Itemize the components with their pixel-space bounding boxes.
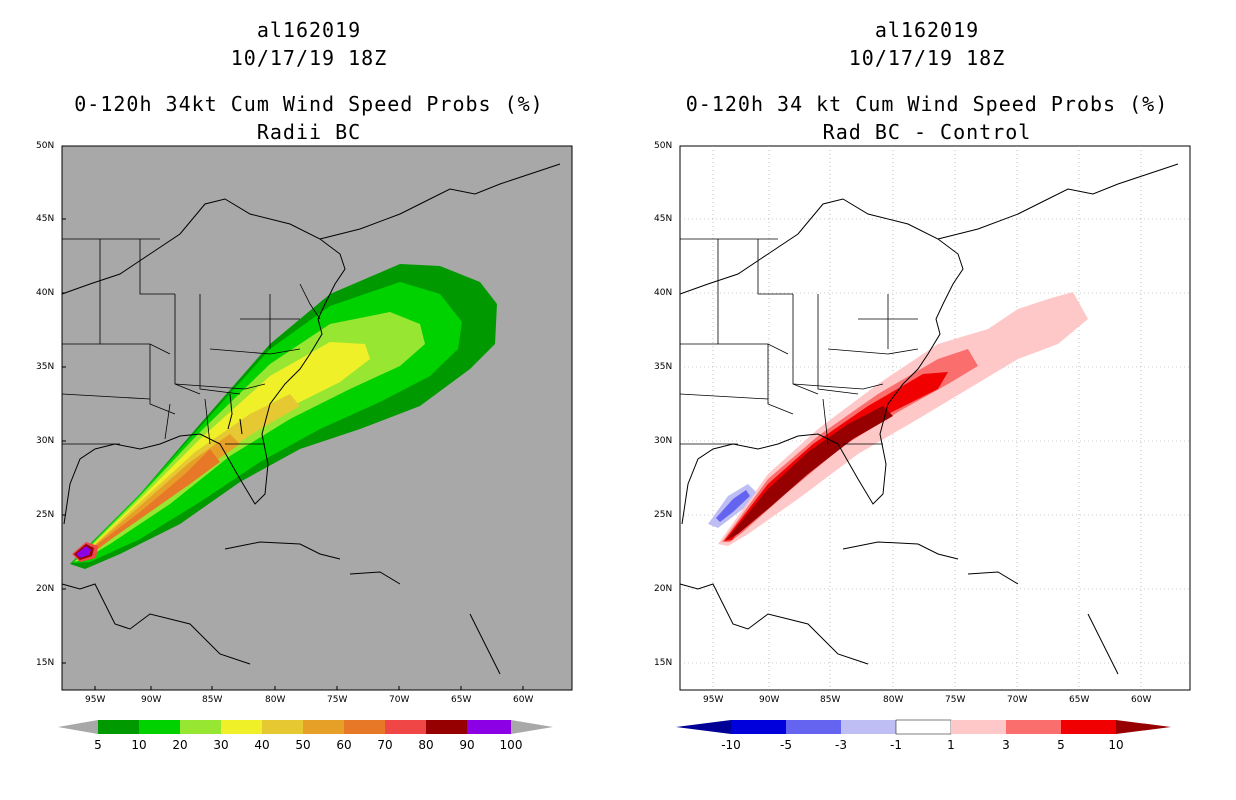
swath-100 (76, 546, 91, 558)
colorbar-label: 70 (377, 738, 393, 752)
lat-label-40n: 40N (36, 288, 55, 298)
right-panel: al162019 10/17/19 18Z 0-120h 34 kt Cum W… (618, 0, 1236, 800)
coastlines (679, 163, 1179, 675)
colorbar-label: -3 (835, 738, 847, 752)
colorbar-seg-1 (139, 720, 180, 734)
plot-title: 0-120h 34 kt Cum Wind Speed Probs (%) (685, 92, 1169, 116)
lon-label-85w: 85W (202, 695, 223, 705)
colorbar-seg-4 (262, 720, 303, 734)
lon-label-80w: 80W (883, 695, 904, 705)
plot-subtitle: Rad BC - Control (822, 120, 1032, 144)
lon-label-75w: 75W (945, 695, 966, 705)
left-panel: al162019 10/17/19 18Z 0-120h 34kt Cum Wi… (36, 18, 573, 752)
lat-label-45n: 45N (36, 214, 55, 224)
colorbar (676, 719, 1171, 735)
colorbar-seg-9 (467, 720, 511, 734)
colorbar-label: 1 (947, 738, 955, 752)
colorbar (58, 720, 553, 734)
lon-label-60w: 60W (1131, 695, 1152, 705)
colorbar-seg-4 (951, 720, 1006, 734)
state-borders (61, 238, 321, 445)
probability-map (61, 145, 573, 691)
colorbar-label: 90 (459, 738, 475, 752)
colorbar-seg-1 (786, 720, 841, 734)
colorbar-seg-5 (303, 720, 344, 734)
lon-label-70w: 70W (389, 695, 410, 705)
colorbar-seg-0 (731, 720, 786, 734)
colorbar-label: 5 (1057, 738, 1065, 752)
lat-label-25n: 25N (654, 510, 673, 520)
colorbar-arrow-low (58, 720, 98, 734)
lon-label-70w: 70W (1007, 695, 1028, 705)
colorbar-seg-6 (1061, 720, 1116, 734)
colorbar-seg-5 (1006, 720, 1061, 734)
diff-neg-3 (716, 490, 750, 522)
lat-label-15n: 15N (36, 658, 55, 668)
colorbar-seg-0 (98, 720, 139, 734)
colorbar-arrow-high (1116, 720, 1171, 734)
lon-label-90w: 90W (759, 695, 780, 705)
lat-label-35n: 35N (654, 362, 673, 372)
lat-label-50n: 50N (654, 141, 673, 151)
lon-label-85w: 85W (820, 695, 841, 705)
lat-label-35n: 35N (36, 362, 55, 372)
lat-label-45n: 45N (654, 214, 673, 224)
datetime: 10/17/19 18Z (848, 46, 1006, 70)
plot-title: 0-120h 34kt Cum Wind Speed Probs (%) (74, 92, 544, 116)
colorbar-label: 10 (131, 738, 147, 752)
lon-label-65w: 65W (451, 695, 472, 705)
lat-label-30n: 30N (36, 436, 55, 446)
lon-label-95w: 95W (703, 695, 724, 705)
plot-subtitle: Radii BC (256, 120, 362, 144)
colorbar-label: 5 (94, 738, 102, 752)
datetime: 10/17/19 18Z (230, 46, 388, 70)
colorbar-label: 40 (254, 738, 270, 752)
state-borders (679, 238, 919, 445)
lat-label-20n: 20N (36, 584, 55, 594)
lat-label-40n: 40N (654, 288, 673, 298)
difference-swath (708, 292, 1088, 546)
swath-60 (82, 449, 220, 556)
probability-swath (70, 264, 497, 569)
colorbar-seg-2 (180, 720, 221, 734)
lat-label-15n: 15N (654, 658, 673, 668)
difference-map (679, 145, 1191, 691)
colorbar-label: 10 (1108, 738, 1124, 752)
colorbar-label: 20 (172, 738, 188, 752)
storm-id: al162019 (256, 18, 362, 42)
axis-ticks (62, 145, 524, 690)
colorbar-label: 80 (418, 738, 434, 752)
colorbar-seg-8 (426, 720, 467, 734)
lat-label-50n: 50N (36, 141, 55, 151)
colorbar-seg-3 (895, 719, 952, 735)
colorbar-arrow-high (511, 720, 553, 734)
lat-label-30n: 30N (654, 436, 673, 446)
colorbar-label: -1 (890, 738, 902, 752)
colorbar-label: 100 (499, 738, 523, 752)
colorbar-seg-3 (221, 720, 262, 734)
coastlines (61, 163, 561, 675)
colorbar-seg-7 (385, 720, 426, 734)
colorbar-seg-6 (344, 720, 385, 734)
colorbar-label: -5 (780, 738, 792, 752)
lon-label-75w: 75W (327, 695, 348, 705)
lat-label-20n: 20N (654, 584, 673, 594)
map-background (679, 145, 1191, 691)
lon-label-60w: 60W (513, 695, 534, 705)
colorbar-label: 3 (1002, 738, 1010, 752)
lon-label-90w: 90W (141, 695, 162, 705)
colorbar-arrow-low (676, 720, 731, 734)
diff-pos-10 (726, 406, 893, 540)
colorbar-seg-2 (841, 720, 896, 734)
lon-label-80w: 80W (265, 695, 286, 705)
diff-pos-1 (718, 292, 1088, 546)
lon-label-65w: 65W (1069, 695, 1090, 705)
lon-label-95w: 95W (85, 695, 106, 705)
lat-label-25n: 25N (36, 510, 55, 520)
colorbar-label: 60 (336, 738, 352, 752)
colorbar-label: -10 (721, 738, 741, 752)
colorbar-label: 30 (213, 738, 229, 752)
colorbar-label: 50 (295, 738, 311, 752)
storm-id: al162019 (874, 18, 980, 42)
